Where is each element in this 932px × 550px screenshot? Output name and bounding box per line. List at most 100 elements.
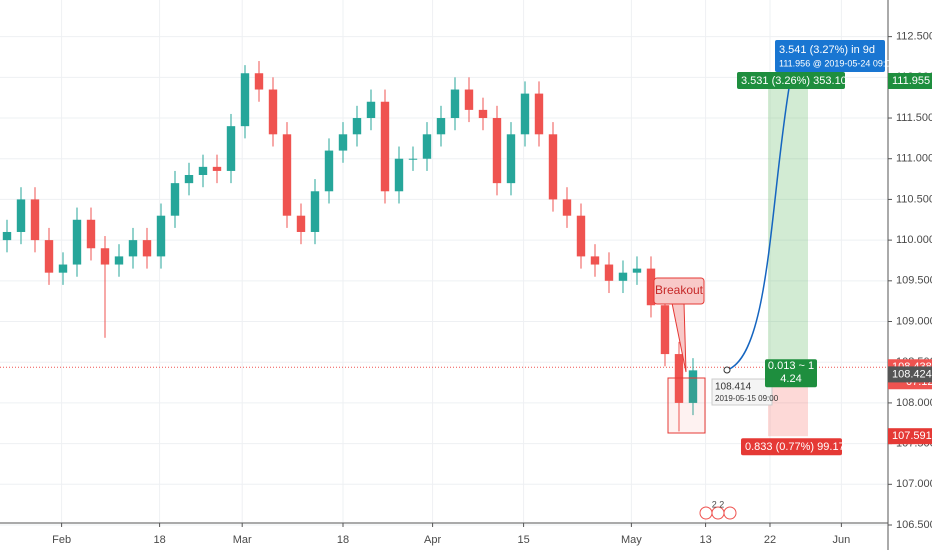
ratio-value: 4.24 xyxy=(780,373,801,385)
candle-body xyxy=(506,134,516,184)
candle-body xyxy=(156,215,166,257)
candle-body xyxy=(366,101,376,119)
candle-body xyxy=(436,118,446,135)
candle-body xyxy=(58,264,68,273)
target-price-tag: 111.955 xyxy=(892,75,930,87)
candle-body xyxy=(534,93,544,135)
projection-box xyxy=(775,40,885,72)
candle-body xyxy=(660,305,670,355)
y-tick-label: 111.500 xyxy=(896,112,932,124)
breakout-box xyxy=(667,377,706,434)
candle-body xyxy=(142,240,152,257)
candle-body xyxy=(618,272,628,281)
candle-body xyxy=(338,134,348,151)
candle-body xyxy=(492,118,502,184)
x-tick-label: Apr xyxy=(424,534,441,546)
candle-body xyxy=(688,370,698,403)
stop-price-tag-bg xyxy=(888,428,932,445)
y-tick-label: 109.500 xyxy=(896,275,932,287)
candle-body xyxy=(2,231,12,241)
candle-body xyxy=(324,150,334,192)
ratio-tag: 0.013 ~ 1 xyxy=(768,360,814,372)
x-tick-label: 22 xyxy=(764,534,776,546)
candle-body xyxy=(310,191,320,232)
candle-body xyxy=(170,183,180,216)
candle-body xyxy=(240,73,250,127)
candle-body xyxy=(86,219,96,249)
events: 2 2 xyxy=(699,499,737,520)
candle-body xyxy=(352,118,362,135)
callout-box xyxy=(653,277,705,305)
point-label-box xyxy=(711,378,773,406)
ratio-tag-bg xyxy=(765,359,817,388)
event-count: 2 2 xyxy=(712,499,725,509)
y-tick-label: 110.500 xyxy=(896,193,932,205)
candle-body xyxy=(16,199,26,232)
y-tick-label: 111.000 xyxy=(896,153,932,165)
candle-body xyxy=(590,256,600,265)
x-tick-label: 15 xyxy=(517,534,529,546)
x-tick-label: 18 xyxy=(337,534,349,546)
candle-body xyxy=(72,219,82,265)
projection-line1: 3.541 (3.27%) in 9d xyxy=(779,44,875,56)
y-tick-label: 110.000 xyxy=(896,234,932,246)
candle-body xyxy=(128,240,138,257)
candle-body xyxy=(296,215,306,232)
stop-tag-bg xyxy=(741,438,842,456)
projection-line xyxy=(726,81,791,371)
candle-body xyxy=(212,166,222,171)
candle-body xyxy=(254,73,264,90)
point-time: 2019-05-15 09:00 xyxy=(715,394,779,403)
projection-line2: 111.956 @ 2019-05-24 09:00 xyxy=(779,58,895,68)
candle-body xyxy=(198,166,208,175)
candle-body xyxy=(282,134,292,216)
candle-body xyxy=(422,134,432,159)
candle-body xyxy=(520,93,530,135)
callout-text: Breakout xyxy=(655,283,704,297)
x-tick-label: Jun xyxy=(833,534,851,546)
x-tick-label: Feb xyxy=(52,534,71,546)
candle-body xyxy=(450,89,460,119)
x-tick-label: 18 xyxy=(153,534,165,546)
point-price: 108.414 xyxy=(715,382,752,393)
target-tag: 3.531 (3.26%) 353.10 xyxy=(741,75,847,87)
candle-body xyxy=(408,158,418,160)
candle-body xyxy=(226,126,236,171)
last-price-tag-bg xyxy=(888,366,932,383)
target-price-tag-bg xyxy=(888,72,932,89)
y-tick-label: 108.000 xyxy=(896,397,932,409)
x-tick-label: 13 xyxy=(699,534,711,546)
candle-body xyxy=(114,256,124,265)
candle-body xyxy=(44,240,54,273)
candle-body xyxy=(268,89,278,135)
candle-body xyxy=(184,175,194,184)
candle-body xyxy=(380,101,390,192)
stop-price-tag: 107.591 xyxy=(892,430,932,442)
candle-body xyxy=(394,158,404,192)
event-icon xyxy=(699,506,713,520)
candle-body xyxy=(646,268,656,306)
candle-body xyxy=(576,215,586,257)
target-tag-bg xyxy=(737,71,845,89)
candle-body xyxy=(562,199,572,216)
projection-start xyxy=(723,366,731,374)
x-tick-label: Mar xyxy=(233,534,252,546)
candle-body xyxy=(30,199,40,241)
candle-body xyxy=(604,264,614,281)
event-icon xyxy=(723,506,737,520)
x-tick-label: May xyxy=(621,534,642,546)
last-price-tag: 108.424 xyxy=(892,368,932,380)
stop-tag: 0.833 (0.77%) 99.17 xyxy=(745,441,845,453)
candle-body xyxy=(464,89,474,110)
y-tick-label: 109.000 xyxy=(896,315,932,327)
profit-zone xyxy=(768,80,808,368)
y-tick-label: 112.500 xyxy=(896,31,932,43)
candle-body xyxy=(100,248,110,265)
y-tick-label: 106.500 xyxy=(896,519,932,531)
y-tick-label: 107.000 xyxy=(896,478,932,490)
candle-body xyxy=(478,109,488,119)
candle-body xyxy=(632,268,642,273)
candle-body xyxy=(548,134,558,200)
